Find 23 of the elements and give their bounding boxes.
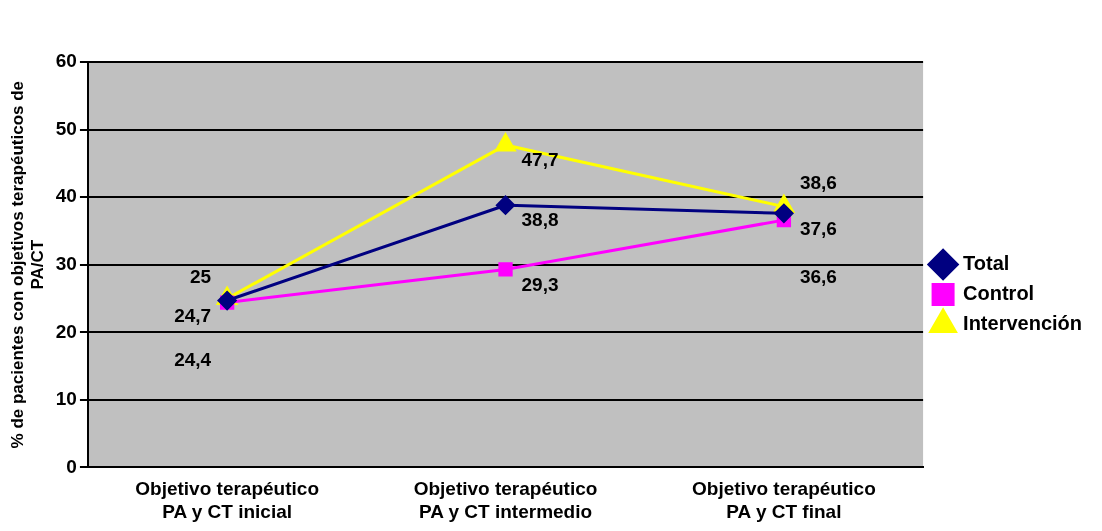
legend-label: Total [963, 252, 1010, 275]
data-label: 37,6 [799, 217, 837, 239]
legend-label: Intervención [963, 312, 1083, 335]
data-label: 47,7 [521, 149, 559, 171]
y-tick-label: 50 [55, 117, 77, 139]
y-tick-label: 30 [55, 252, 77, 274]
y-tick-label: 0 [66, 455, 77, 477]
data-label: 25 [189, 265, 212, 287]
data-label: 29,3 [521, 273, 559, 295]
data-label: 38,6 [799, 172, 837, 194]
y-tick-label: 10 [55, 388, 77, 410]
x-tick-label: Objetivo terapéutico PA y CT intermedio [413, 478, 598, 522]
y-axis-title: % de pacientes con objetivos terapéuticos de PA/CT [7, 80, 48, 449]
legend-label: Control [963, 282, 1035, 305]
y-tick-label: 60 [55, 50, 77, 72]
data-label: 24,4 [174, 348, 212, 370]
y-tick-label: 40 [55, 185, 77, 207]
y-tick-label: 20 [55, 320, 77, 342]
x-tick-label: Objetivo terapéutico PA y CT final [692, 478, 876, 522]
data-label: 36,6 [799, 265, 837, 287]
data-label: 24,7 [174, 304, 212, 326]
x-tick-label: Objetivo terapéutico PA y CT inicial [135, 478, 319, 522]
data-label: 38,8 [521, 209, 559, 231]
